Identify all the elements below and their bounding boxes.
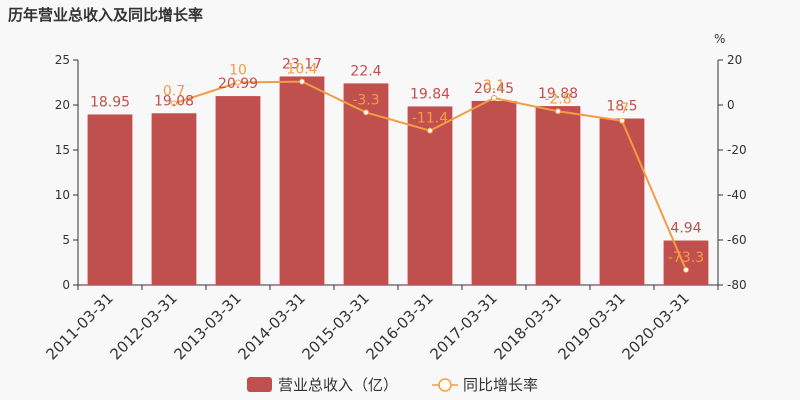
bar-data-label: 20.45 <box>474 81 514 97</box>
line-data-label: 10 <box>229 63 247 79</box>
bar[interactable] <box>215 96 261 285</box>
bar-data-label: 19.88 <box>538 86 578 102</box>
line-point[interactable] <box>683 266 689 273</box>
line-data-label: -2.8 <box>544 91 571 107</box>
bar-data-labels: 18.95 19.08 20.99 23.17 22.4 19.84 20.45 19.88 1… <box>90 56 702 236</box>
legend-label-line[interactable]: 同比增长率 <box>463 376 538 394</box>
line-data-label: -3.3 <box>352 92 379 108</box>
bar-data-label: 20.99 <box>218 76 258 92</box>
x-tick-label: 2017-03-31 <box>426 289 500 363</box>
bar-data-label: 18.95 <box>90 94 130 110</box>
legend-swatch-bar[interactable] <box>247 377 272 392</box>
bar[interactable] <box>471 100 517 285</box>
x-tick-label: 2015-03-31 <box>298 289 372 363</box>
bar-series <box>87 76 709 286</box>
line-point[interactable] <box>427 127 433 134</box>
bar-data-label: 19.84 <box>410 86 450 102</box>
bar-data-label: 4.94 <box>670 221 701 237</box>
line-point[interactable] <box>235 79 241 86</box>
line-point[interactable] <box>299 78 305 85</box>
y-left-tick-label: 15 <box>55 143 70 157</box>
line-data-label: 0.7 <box>163 83 185 99</box>
y-left-tick-label: 5 <box>62 233 70 247</box>
bar[interactable] <box>599 118 645 286</box>
line-point[interactable] <box>491 95 497 102</box>
line-data-label: -11.4 <box>412 111 448 127</box>
line-point[interactable] <box>363 109 369 116</box>
x-tick-label: 2011-03-31 <box>42 289 116 363</box>
line-data-label: 3.1 <box>483 78 505 94</box>
y-right-unit: % <box>714 32 725 46</box>
bar-data-label: 18.5 <box>606 99 637 115</box>
legend[interactable]: 营业总收入（亿） 同比增长率 <box>247 376 538 394</box>
x-tick-label: 2014-03-31 <box>234 289 308 363</box>
bar[interactable] <box>663 240 709 285</box>
x-tick-label: 2012-03-31 <box>106 289 180 363</box>
y-left-tick-label: 0 <box>62 278 70 292</box>
x-tick-label: 2018-03-31 <box>490 289 564 363</box>
y-left-tick-label: 20 <box>55 98 70 112</box>
line-point[interactable] <box>619 117 625 124</box>
y-right-tick-label: 20 <box>727 53 742 67</box>
bar[interactable] <box>151 113 197 285</box>
chart-title: 历年营业总收入及同比增长率 <box>8 6 203 24</box>
x-tick-label: 2020-03-31 <box>618 289 692 363</box>
line-point[interactable] <box>171 100 177 107</box>
y-left-tick-label: 25 <box>55 53 70 67</box>
y-right-tick-label: -60 <box>727 233 747 247</box>
bar-data-label: 19.08 <box>154 93 194 109</box>
line-point[interactable] <box>555 108 561 115</box>
line-data-label: -73.3 <box>668 250 704 266</box>
y-right-tick-label: -80 <box>727 278 747 292</box>
x-tick-label: 2019-03-31 <box>554 289 628 363</box>
legend-swatch-marker[interactable] <box>438 378 452 392</box>
bar[interactable] <box>407 106 453 285</box>
bar[interactable] <box>87 114 133 285</box>
x-tick-label: 2013-03-31 <box>170 289 244 363</box>
y-right-tick-label: 0 <box>727 98 735 112</box>
line-series <box>171 78 689 273</box>
bar-data-label: 22.4 <box>350 63 381 79</box>
y-right-tick-label: -20 <box>727 143 747 157</box>
bar[interactable] <box>279 76 325 285</box>
line-data-labels: 0.7 10 10.4 -3.3 -11.4 3.1 -2.8 -7 -73.3 <box>163 62 704 266</box>
bar-data-label: 23.17 <box>282 56 322 72</box>
bar[interactable] <box>535 106 581 285</box>
line-data-label: 10.4 <box>286 62 317 78</box>
line-data-label: -7 <box>615 101 629 117</box>
y-right-tick-label: -40 <box>727 188 747 202</box>
y-left-tick-label: 10 <box>55 188 70 202</box>
x-tick-label: 2016-03-31 <box>362 289 436 363</box>
legend-label-bar[interactable]: 营业总收入（亿） <box>278 376 398 394</box>
